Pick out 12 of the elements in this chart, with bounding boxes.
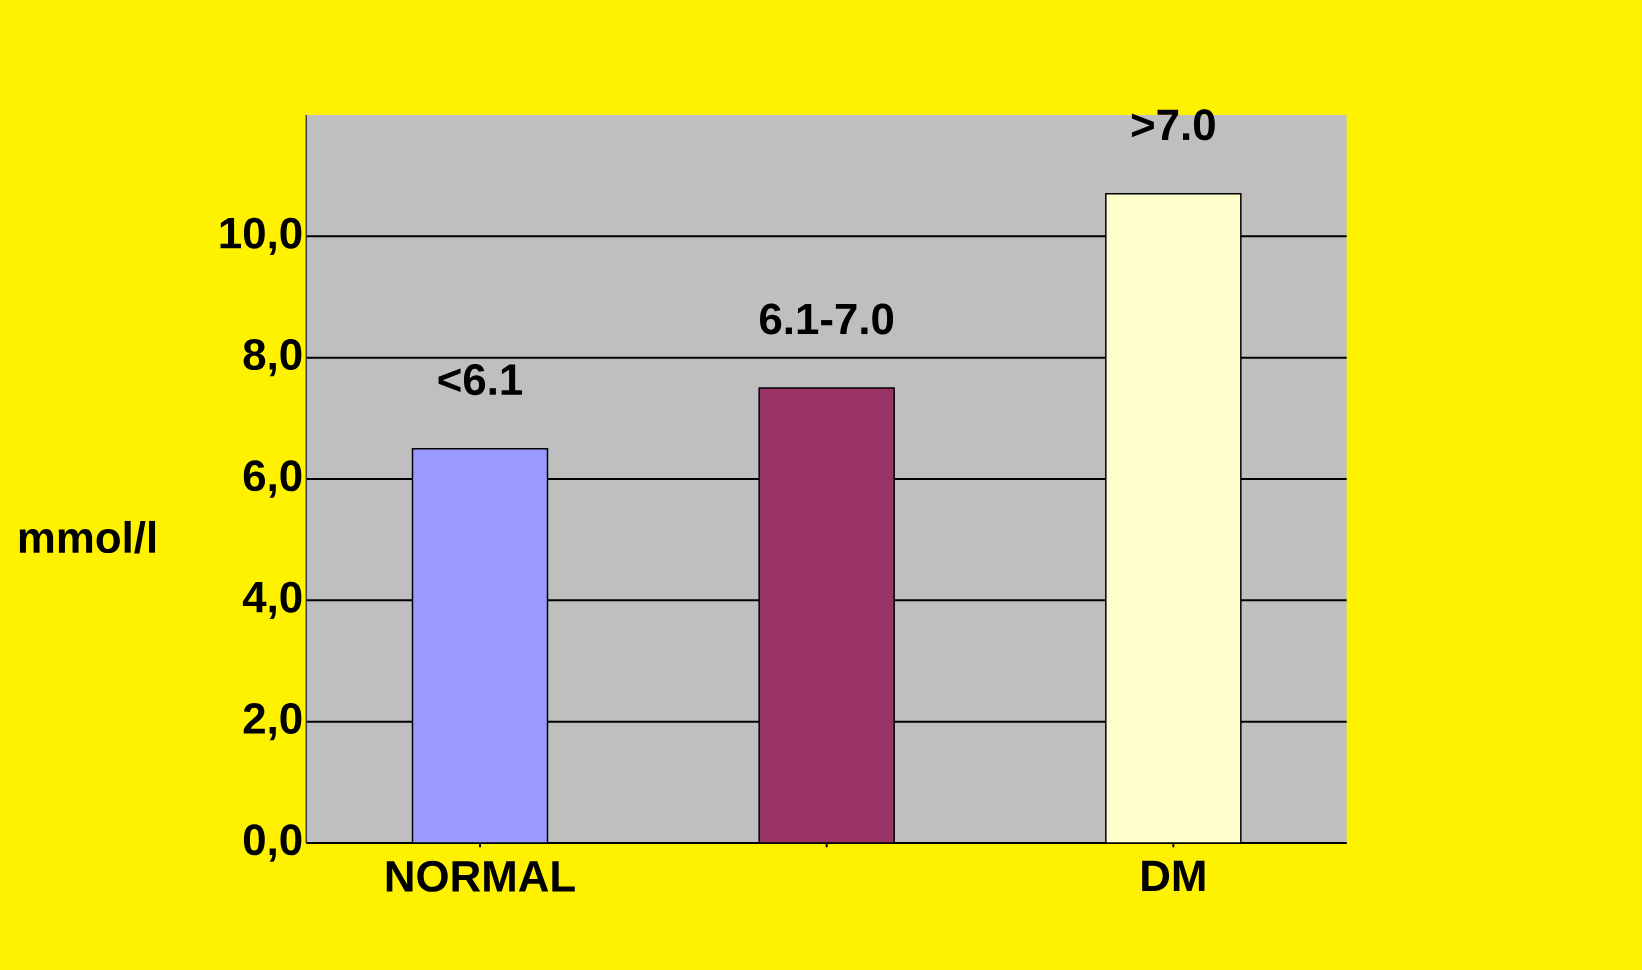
y-tick-label: 8,0 <box>243 338 302 377</box>
annotation: <6.1 <box>438 364 523 396</box>
y-tick-label: 2,0 <box>243 702 302 741</box>
x-tick-label: DM <box>1142 860 1205 891</box>
y-axis-title: mmol/l <box>19 520 156 554</box>
y-tick-label: 6,0 <box>243 460 302 498</box>
annotation: 6.1-7.0 <box>760 303 894 335</box>
y-tick-label: 0,0 <box>243 824 302 862</box>
y-tick-label: 4,0 <box>242 581 302 620</box>
y-tick-label: 10,0 <box>220 217 302 256</box>
annotation: >7.0 <box>1131 109 1215 141</box>
x-tick-label: NORMAL <box>386 860 575 892</box>
